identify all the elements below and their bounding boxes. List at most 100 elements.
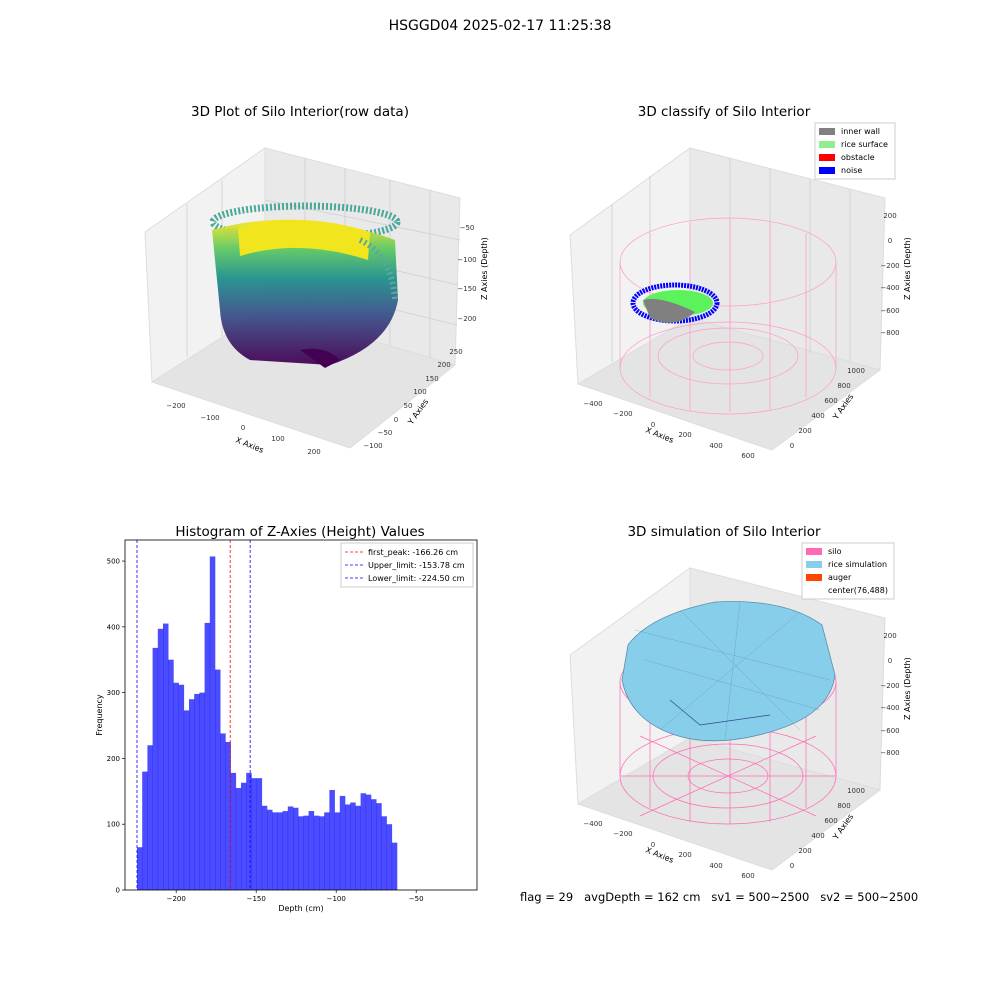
y-tick-label: 600	[824, 817, 837, 825]
y-tick-label: 400	[811, 412, 824, 420]
panel3-title: Histogram of Z-Axies (Height) Values	[175, 524, 425, 540]
legend-swatch-noise	[819, 167, 835, 174]
histogram-bar	[157, 628, 164, 890]
z-tick-label: −800	[880, 749, 899, 757]
histogram-bar	[339, 795, 346, 890]
legend-rice-simulation: rice simulation	[828, 560, 887, 569]
z-tick-label: −200	[880, 262, 899, 270]
histogram-bar	[173, 682, 179, 890]
chart-histogram: −200 −150 −100 −50 0 100 200 300 400 500 Depth (…	[95, 539, 478, 913]
histogram-bar	[381, 816, 387, 890]
y-tick-label: 150	[425, 375, 438, 383]
point-cloud	[209, 202, 401, 368]
plot-frame	[124, 539, 478, 891]
y-tick-label: 200	[437, 361, 450, 369]
x-axis-label: Depth (cm)	[278, 904, 323, 913]
chart-3d-raw: −200−1000100200−100−50050100150200250−50…	[144, 147, 489, 456]
histogram-bar	[256, 778, 263, 890]
histogram-bar	[142, 771, 148, 890]
y-axis-label: Frequency	[95, 694, 104, 736]
histogram-bar	[272, 812, 278, 890]
status-footer: flag = 29 avgDepth = 162 cm sv1 = 500~25…	[520, 890, 919, 904]
x-tick-label: 200	[678, 851, 691, 859]
histogram-bar	[230, 772, 237, 890]
histogram-bar	[355, 805, 361, 890]
y-tick-label: 400	[811, 832, 824, 840]
histogram-bar	[376, 803, 382, 890]
legend-classify: inner wall rice surface obstacle noise	[814, 122, 896, 180]
y-tick-label: −50	[378, 429, 393, 437]
y-tick-label: 100	[107, 821, 120, 829]
histogram-bar	[345, 804, 351, 890]
z-tick-label: 0	[888, 237, 892, 245]
y-tick-label: 100	[413, 388, 426, 396]
histogram-bar	[178, 684, 185, 890]
y-tick-label: 300	[107, 689, 120, 697]
figure-title: HSGGD04 2025-02-17 11:25:38	[388, 18, 612, 34]
legend-swatch-inner-wall	[819, 128, 835, 135]
histogram-bar	[303, 815, 309, 890]
histogram-bar	[147, 745, 153, 890]
histogram-bar	[168, 659, 174, 890]
x-tick-label: 600	[741, 872, 754, 880]
legend-center: center(76,488)	[828, 586, 888, 595]
z-tick-label: −200	[457, 315, 476, 323]
z-tick-label: −150	[457, 285, 476, 293]
histogram-bar	[386, 824, 393, 890]
x-ticks: −200 −150 −100 −50	[167, 890, 424, 903]
histogram-bar	[220, 733, 226, 890]
z-tick-label: −100	[457, 256, 476, 264]
z-axis-label: Z Axies (Depth)	[480, 237, 489, 300]
histogram-vlines	[136, 540, 251, 890]
x-tick-label: −400	[583, 820, 602, 828]
histogram-bar	[371, 799, 377, 890]
x-tick-label: −50	[409, 895, 424, 903]
x-tick-label: −400	[583, 400, 602, 408]
y-tick-label: 0	[394, 416, 398, 424]
y-tick-label: 250	[449, 348, 462, 356]
legend-lower-limit: Lower_limit: -224.50 cm	[368, 574, 465, 583]
histogram-bar	[267, 809, 273, 890]
z-axis-label: Z Axies (Depth)	[903, 657, 912, 720]
histogram-bar	[365, 794, 372, 890]
y-tick-label: 400	[107, 623, 120, 631]
x-tick-label: 100	[271, 435, 284, 443]
auger-line	[669, 699, 771, 726]
x-tick-label: 200	[307, 448, 320, 456]
legend-swatch-rice-surface	[819, 141, 835, 148]
x-tick-label: −200	[613, 830, 632, 838]
y-tick-label: 200	[798, 427, 811, 435]
z-tick-label: −400	[880, 284, 899, 292]
z-tick-label: −600	[880, 307, 899, 315]
histogram-bar	[282, 811, 289, 890]
x-tick-label: −200	[166, 402, 185, 410]
y-tick-label: 500	[107, 558, 120, 566]
chart-3d-classify: inner wall rice surface obstacle noise −…	[569, 122, 912, 460]
histogram-bar	[152, 647, 159, 890]
rice-simulation-surface	[621, 601, 836, 742]
x-tick-label: −150	[247, 895, 266, 903]
x-tick-label: −200	[613, 410, 632, 418]
x-tick-label: 400	[709, 862, 722, 870]
axes-ticks: −200−1000100200−100−50050100150200250−50…	[166, 224, 476, 456]
histogram-bar	[235, 788, 242, 890]
histogram-bar	[313, 815, 320, 890]
z-tick-label: −400	[880, 704, 899, 712]
axes-ticks: −400−2000200400600020040060080010002000−…	[583, 632, 899, 880]
y-tick-label: 1000	[847, 367, 865, 375]
x-tick-label: 400	[709, 442, 722, 450]
histogram-bar	[308, 811, 315, 890]
panel2-title: 3D classify of Silo Interior	[637, 104, 811, 120]
histogram-bar	[360, 793, 367, 890]
x-tick-label: 600	[741, 452, 754, 460]
y-tick-label: 600	[824, 397, 837, 405]
histogram-bars	[137, 556, 398, 890]
y-tick-label: 0	[116, 887, 120, 895]
histogram-bar	[163, 623, 169, 890]
classified-points	[630, 282, 720, 324]
z-tick-label: −600	[880, 727, 899, 735]
legend-swatch-obstacle	[819, 154, 835, 161]
histogram-bar	[324, 812, 330, 890]
histogram-bar	[298, 816, 304, 890]
legend-auger: auger	[828, 573, 852, 582]
